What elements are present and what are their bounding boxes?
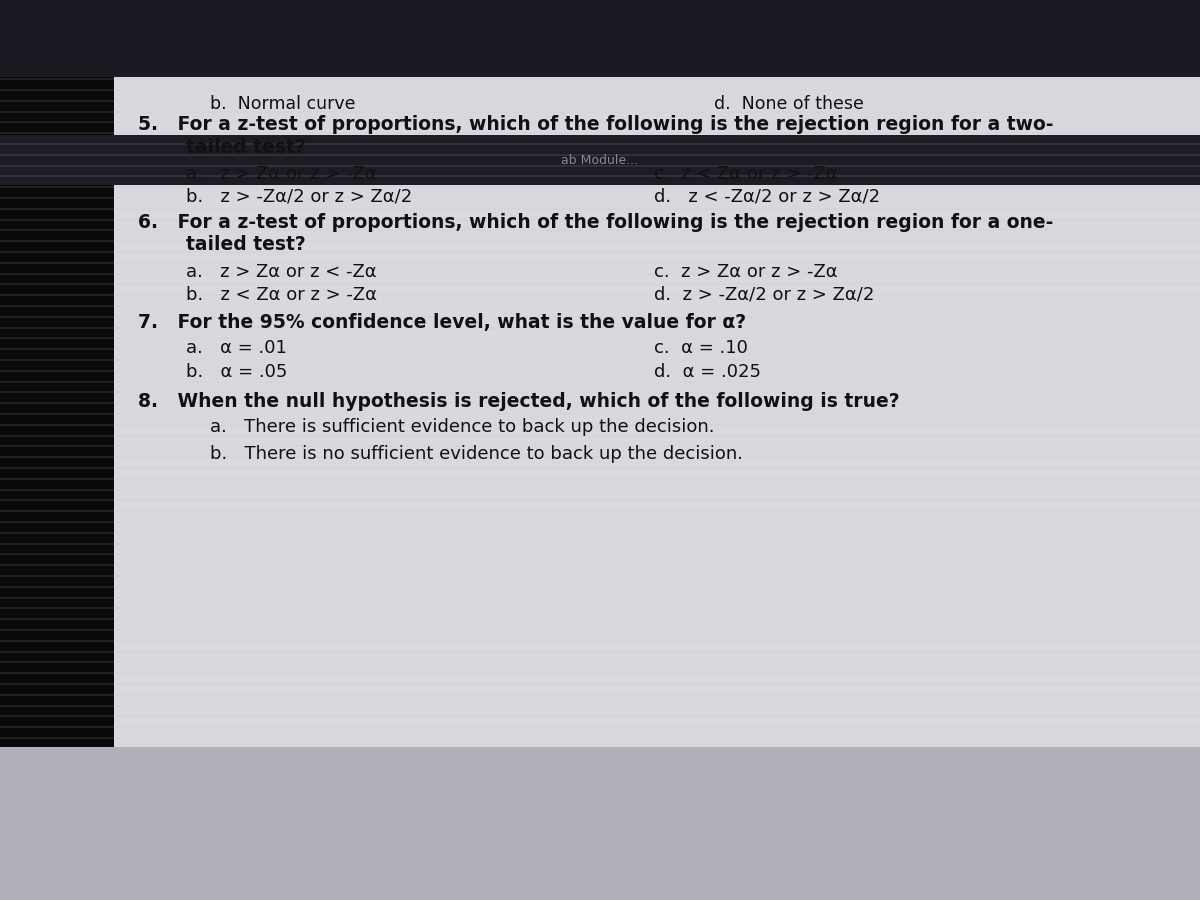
Text: 7.   For the 95% confidence level, what is the value for α?: 7. For the 95% confidence level, what is…: [138, 312, 746, 331]
Text: d.   z < -Zα/2 or z > Zα/2: d. z < -Zα/2 or z > Zα/2: [654, 188, 880, 206]
Text: 6.   For a z-test of proportions, which of the following is the rejection region: 6. For a z-test of proportions, which of…: [138, 212, 1054, 231]
Text: b.  Normal curve: b. Normal curve: [210, 95, 355, 113]
Text: tailed test?: tailed test?: [186, 139, 306, 158]
Bar: [0, 0, 1200, 747]
Text: d.  z > -Zα/2 or z > Zα/2: d. z > -Zα/2 or z > Zα/2: [654, 285, 875, 303]
Text: a.   z > Zα or z < -Zα: a. z > Zα or z < -Zα: [186, 263, 377, 281]
Text: 8.   When the null hypothesis is rejected, which of the following is true?: 8. When the null hypothesis is rejected,…: [138, 392, 900, 410]
Text: a.   α = .01: a. α = .01: [186, 339, 287, 357]
Text: b.   α = .05: b. α = .05: [186, 364, 287, 382]
Text: b.   z < Zα or z > -Zα: b. z < Zα or z > -Zα: [186, 285, 377, 303]
Text: d.  None of these: d. None of these: [714, 95, 864, 113]
Text: c.  α = .10: c. α = .10: [654, 339, 748, 357]
Bar: [0, 0, 114, 747]
Text: c.  z > Zα or z > -Zα: c. z > Zα or z > -Zα: [654, 263, 838, 281]
Text: a.   There is sufficient evidence to back up the decision.: a. There is sufficient evidence to back …: [210, 418, 714, 436]
Text: d.  α = .025: d. α = .025: [654, 364, 761, 382]
Text: a.   z > Zα or z > -Zα: a. z > Zα or z > -Zα: [186, 165, 377, 183]
Text: c.  z < Zα or z > -Zα: c. z < Zα or z > -Zα: [654, 165, 838, 183]
Bar: [0, 0, 1200, 76]
Bar: [0, 135, 1200, 184]
Text: 5.   For a z-test of proportions, which of the following is the rejection region: 5. For a z-test of proportions, which of…: [138, 115, 1054, 134]
Text: b.   There is no sufficient evidence to back up the decision.: b. There is no sufficient evidence to ba…: [210, 446, 743, 464]
Text: b.   z > -Zα/2 or z > Zα/2: b. z > -Zα/2 or z > Zα/2: [186, 188, 413, 206]
Text: tailed test?: tailed test?: [186, 236, 306, 255]
Text: ab Module...: ab Module...: [562, 154, 638, 166]
